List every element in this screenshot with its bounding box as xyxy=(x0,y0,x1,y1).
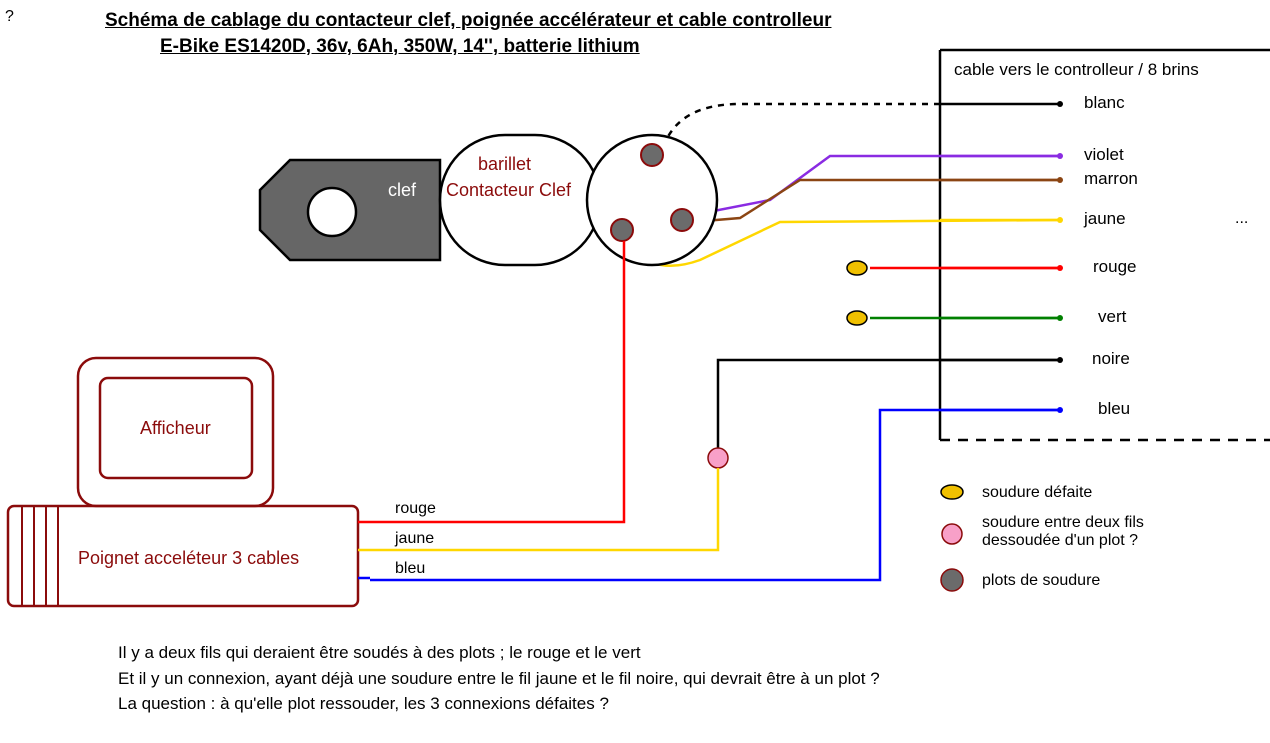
bottom-text-line: La question : à qu'elle plot ressouder, … xyxy=(118,691,880,717)
ellipsis: ... xyxy=(1235,210,1248,228)
wire-marron xyxy=(692,180,1060,222)
legend-icon xyxy=(942,524,962,544)
key-label: clef xyxy=(388,180,416,201)
wire-label-vert: vert xyxy=(1098,307,1126,327)
wire-label-bleu: bleu xyxy=(1098,399,1130,419)
legend-label: soudure défaite xyxy=(982,484,1092,502)
diagram-svg xyxy=(0,0,1270,743)
throttle-wire-label-rouge: rouge xyxy=(395,500,436,518)
wire-noire xyxy=(718,360,1060,448)
throttle-wire-label-jaune: jaune xyxy=(395,530,434,548)
solder-plot-left xyxy=(611,219,633,241)
wire-label-violet: violet xyxy=(1084,145,1124,165)
bottom-text: Il y a deux fils qui deraient être soudé… xyxy=(118,640,880,717)
wire-blanc xyxy=(664,104,1060,145)
title-line2: E-Bike ES1420D, 36v, 6Ah, 350W, 14'', ba… xyxy=(160,36,640,58)
afficheur-label: Afficheur xyxy=(140,418,211,439)
question-mark: ? xyxy=(5,8,14,26)
barrel-label-1: barillet xyxy=(478,154,531,175)
bottom-text-line: Il y a deux fils qui deraient être soudé… xyxy=(118,640,880,666)
solder-broken-icon xyxy=(847,261,867,275)
wire-label-blanc: blanc xyxy=(1084,93,1125,113)
diagram-stage: Schéma de cablage du contacteur clef, po… xyxy=(0,0,1270,743)
throttle-label: Poignet acceléteur 3 cables xyxy=(78,548,299,569)
solder-plot-top xyxy=(641,144,663,166)
legend-label: soudure entre deux filsdessoudée d'un pl… xyxy=(982,514,1144,550)
wire-label-marron: marron xyxy=(1084,169,1138,189)
throttle-wire-label-bleu: bleu xyxy=(395,560,425,578)
solder-plot-right xyxy=(671,209,693,231)
wire-label-noire: noire xyxy=(1092,349,1130,369)
wire-violet xyxy=(693,156,1060,215)
legend-label: plots de soudure xyxy=(982,572,1100,590)
throttle-wire-rouge xyxy=(358,241,624,522)
title-line1: Schéma de cablage du contacteur clef, po… xyxy=(105,10,831,32)
controller-label: cable vers le controlleur / 8 brins xyxy=(954,60,1199,80)
solder-pink-icon xyxy=(708,448,728,468)
barrel-label-2: Contacteur Clef xyxy=(446,180,571,201)
bottom-text-line: Et il y un connexion, ayant déjà une sou… xyxy=(118,666,880,692)
solder-broken-icon xyxy=(847,311,867,325)
legend-icon xyxy=(941,569,963,591)
legend-icon xyxy=(941,485,963,499)
wire-label-rouge: rouge xyxy=(1093,257,1136,277)
wire-label-jaune: jaune xyxy=(1084,209,1126,229)
